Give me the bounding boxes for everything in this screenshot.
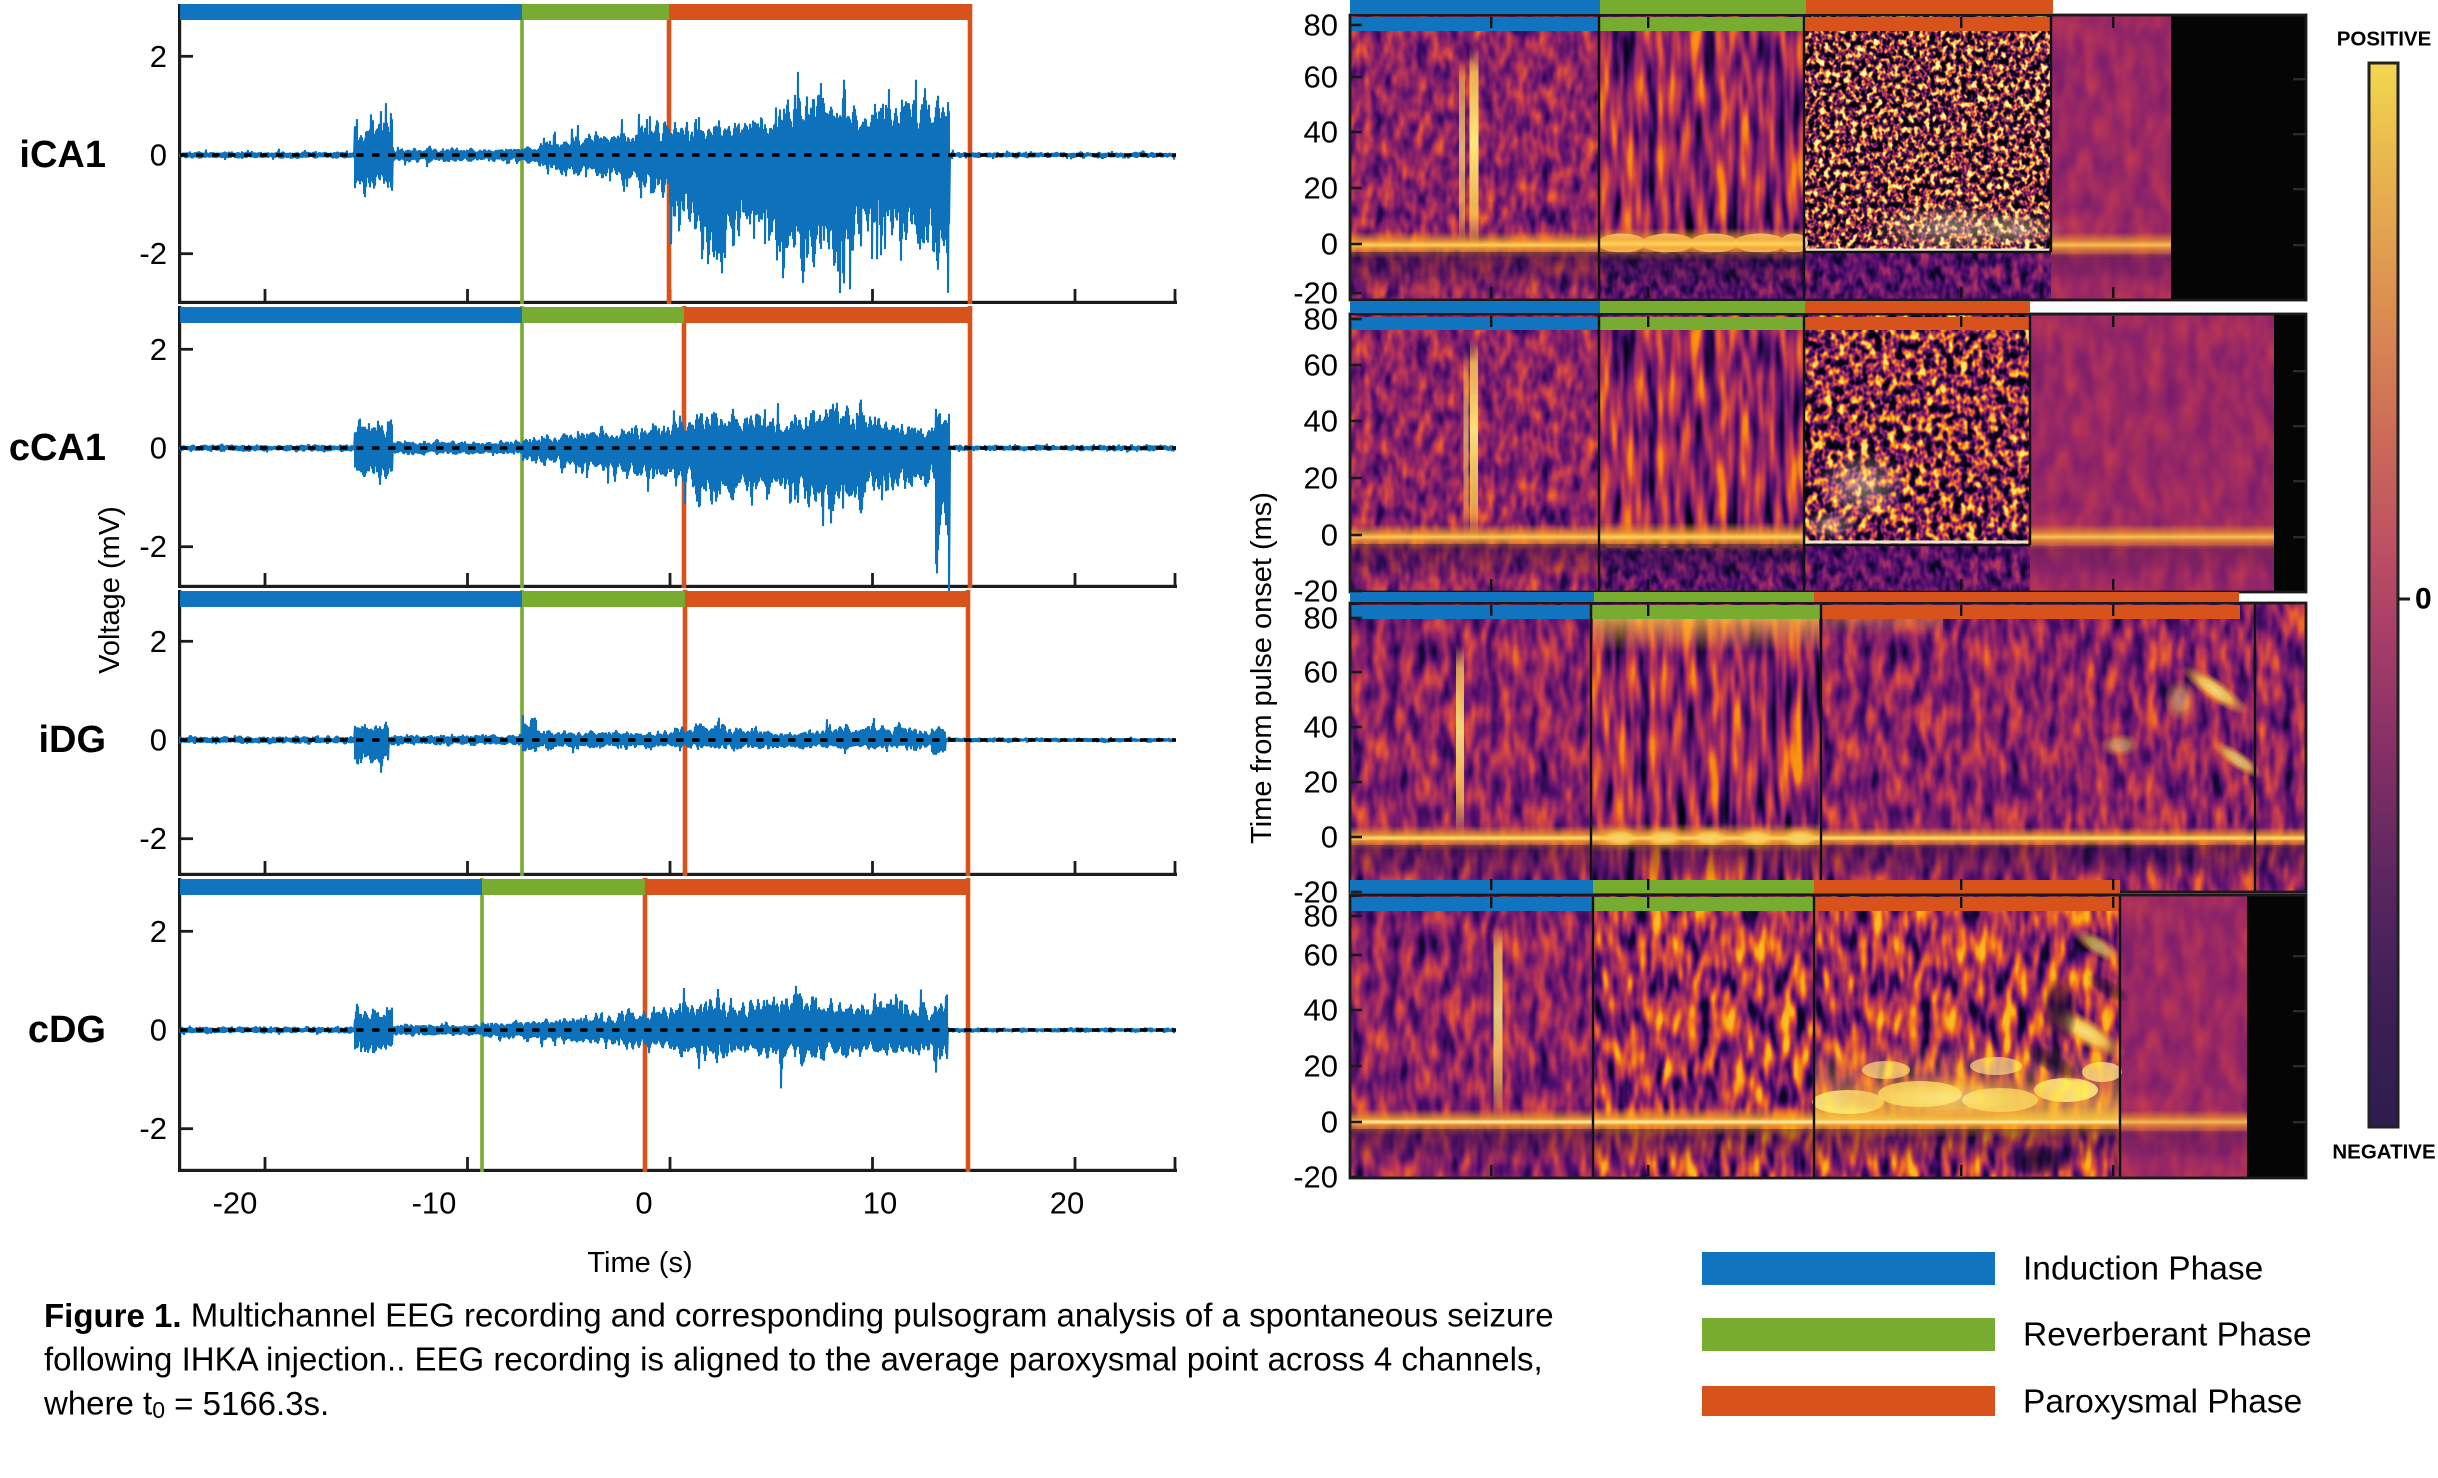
svg-text:2: 2 xyxy=(150,624,167,659)
svg-text:40: 40 xyxy=(1304,115,1338,150)
svg-text:2: 2 xyxy=(150,914,167,949)
svg-text:Induction Phase: Induction Phase xyxy=(2023,1251,2263,1288)
svg-text:0: 0 xyxy=(1321,227,1338,262)
svg-text:POSITIVE: POSITIVE xyxy=(2337,28,2432,51)
svg-text:10: 10 xyxy=(863,1186,897,1221)
svg-text:20: 20 xyxy=(1304,461,1338,496)
svg-text:80: 80 xyxy=(1304,601,1338,636)
svg-text:0: 0 xyxy=(150,138,167,173)
svg-text:-20: -20 xyxy=(213,1186,258,1221)
svg-text:20: 20 xyxy=(1304,1049,1338,1084)
svg-text:20: 20 xyxy=(1304,171,1338,206)
svg-text:-2: -2 xyxy=(139,1111,167,1146)
svg-text:cCA1: cCA1 xyxy=(9,427,106,469)
svg-text:iCA1: iCA1 xyxy=(19,134,106,176)
svg-text:0: 0 xyxy=(1321,1105,1338,1140)
svg-text:0: 0 xyxy=(1321,820,1338,855)
svg-text:-10: -10 xyxy=(412,1186,457,1221)
svg-text:80: 80 xyxy=(1304,8,1338,43)
svg-text:60: 60 xyxy=(1304,938,1338,973)
svg-text:40: 40 xyxy=(1304,993,1338,1028)
svg-text:0: 0 xyxy=(150,431,167,466)
svg-text:0: 0 xyxy=(635,1186,652,1221)
svg-text:-20: -20 xyxy=(1293,875,1338,910)
svg-text:-2: -2 xyxy=(139,529,167,564)
svg-text:-20: -20 xyxy=(1293,276,1338,311)
svg-text:80: 80 xyxy=(1304,302,1338,337)
svg-text:-20: -20 xyxy=(1293,1160,1338,1195)
svg-text:0: 0 xyxy=(150,1013,167,1048)
svg-text:Paroxysmal Phase: Paroxysmal Phase xyxy=(2023,1384,2302,1421)
svg-text:where t0 = 5166.3s.: where t0 = 5166.3s. xyxy=(43,1385,329,1424)
svg-text:0: 0 xyxy=(150,723,167,758)
svg-text:Time from pulse onset (ms): Time from pulse onset (ms) xyxy=(1246,492,1278,844)
svg-text:40: 40 xyxy=(1304,404,1338,439)
svg-text:80: 80 xyxy=(1304,899,1338,934)
svg-text:60: 60 xyxy=(1304,60,1338,95)
svg-text:0: 0 xyxy=(1321,518,1338,553)
svg-text:20: 20 xyxy=(1050,1186,1084,1221)
svg-text:20: 20 xyxy=(1304,765,1338,800)
svg-text:40: 40 xyxy=(1304,710,1338,745)
svg-text:Voltage (mV): Voltage (mV) xyxy=(94,506,126,674)
svg-text:cDG: cDG xyxy=(28,1009,106,1051)
svg-text:iDG: iDG xyxy=(38,719,106,761)
svg-text:0: 0 xyxy=(2415,583,2432,616)
svg-text:-2: -2 xyxy=(139,236,167,271)
svg-text:Time (s): Time (s) xyxy=(587,1247,692,1279)
svg-text:following IHKA injection.. EEG: following IHKA injection.. EEG recording… xyxy=(44,1341,1543,1378)
svg-text:Figure 1. Multichannel EEG rec: Figure 1. Multichannel EEG recording and… xyxy=(44,1297,1554,1334)
svg-text:Reverberant Phase: Reverberant Phase xyxy=(2023,1317,2312,1354)
svg-text:-20: -20 xyxy=(1293,574,1338,609)
svg-text:60: 60 xyxy=(1304,348,1338,383)
svg-text:60: 60 xyxy=(1304,655,1338,690)
svg-text:2: 2 xyxy=(150,332,167,367)
svg-text:NEGATIVE: NEGATIVE xyxy=(2332,1141,2435,1164)
svg-text:2: 2 xyxy=(150,39,167,74)
svg-text:-2: -2 xyxy=(139,821,167,856)
